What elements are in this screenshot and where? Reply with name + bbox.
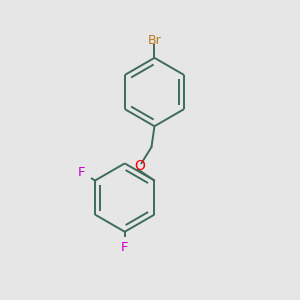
Text: F: F [121, 241, 128, 254]
Text: F: F [78, 166, 85, 179]
Text: O: O [134, 159, 145, 173]
Text: Br: Br [148, 34, 161, 47]
